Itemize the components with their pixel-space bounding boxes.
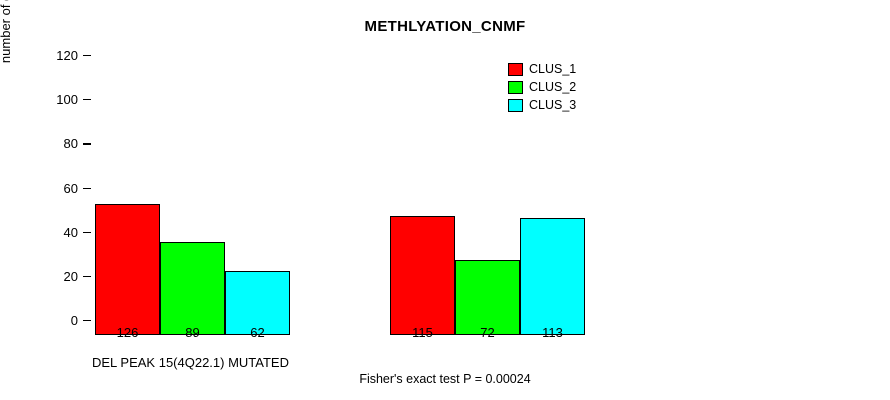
y-tick-120 bbox=[83, 55, 91, 56]
y-tick-0 bbox=[83, 320, 91, 321]
bar-group2-clus3[interactable] bbox=[520, 218, 585, 335]
bar-value-group2-clus1: 115 bbox=[390, 325, 455, 340]
y-axis-line bbox=[30, 55, 31, 320]
legend-label-clus2: CLUS_2 bbox=[529, 80, 576, 94]
legend: CLUS_1 CLUS_2 CLUS_3 bbox=[508, 62, 638, 116]
bar-group1-clus1[interactable] bbox=[95, 204, 160, 335]
y-tick-20 bbox=[83, 276, 91, 277]
legend-label-clus1: CLUS_1 bbox=[529, 62, 576, 76]
bar-value-group2-clus2: 72 bbox=[455, 325, 520, 340]
legend-item-clus2[interactable]: CLUS_2 bbox=[508, 80, 638, 94]
y-tick-80 bbox=[83, 143, 91, 144]
footnote: Fisher's exact test P = 0.00024 bbox=[0, 372, 890, 386]
y-tick-60 bbox=[83, 188, 91, 189]
bar-value-group1-clus2: 89 bbox=[160, 325, 225, 340]
y-tick-40 bbox=[83, 232, 91, 233]
y-tick-label-100: 100 bbox=[40, 92, 78, 107]
bar-group2-clus2[interactable] bbox=[455, 260, 520, 335]
legend-label-clus3: CLUS_3 bbox=[529, 98, 576, 112]
y-tick-label-60: 60 bbox=[40, 181, 78, 196]
y-tick-label-120: 120 bbox=[40, 48, 78, 63]
legend-swatch-clus3 bbox=[508, 99, 523, 112]
y-tick-100 bbox=[83, 99, 91, 100]
legend-item-clus3[interactable]: CLUS_3 bbox=[508, 98, 638, 112]
y-tick-label-20: 20 bbox=[40, 269, 78, 284]
y-axis-label: number of cases bbox=[0, 0, 13, 145]
bar-value-group2-clus3: 113 bbox=[520, 325, 585, 340]
bar-group2-clus1[interactable] bbox=[390, 216, 455, 336]
y-tick-label-80: 80 bbox=[40, 136, 78, 151]
bar-group1-clus2[interactable] bbox=[160, 242, 225, 335]
bar-value-group1-clus3: 62 bbox=[225, 325, 290, 340]
y-tick-label-40: 40 bbox=[40, 225, 78, 240]
legend-swatch-clus2 bbox=[508, 81, 523, 94]
legend-item-clus1[interactable]: CLUS_1 bbox=[508, 62, 638, 76]
group1-label: DEL PEAK 15(4Q22.1) MUTATED bbox=[92, 355, 289, 370]
legend-swatch-clus1 bbox=[508, 63, 523, 76]
chart-title: METHLYATION_CNMF bbox=[0, 18, 890, 35]
y-tick-label-0: 0 bbox=[40, 313, 78, 328]
chart-container: METHLYATION_CNMF 120 100 80 60 40 20 0 n… bbox=[0, 0, 890, 400]
bar-value-group1-clus1: 126 bbox=[95, 325, 160, 340]
